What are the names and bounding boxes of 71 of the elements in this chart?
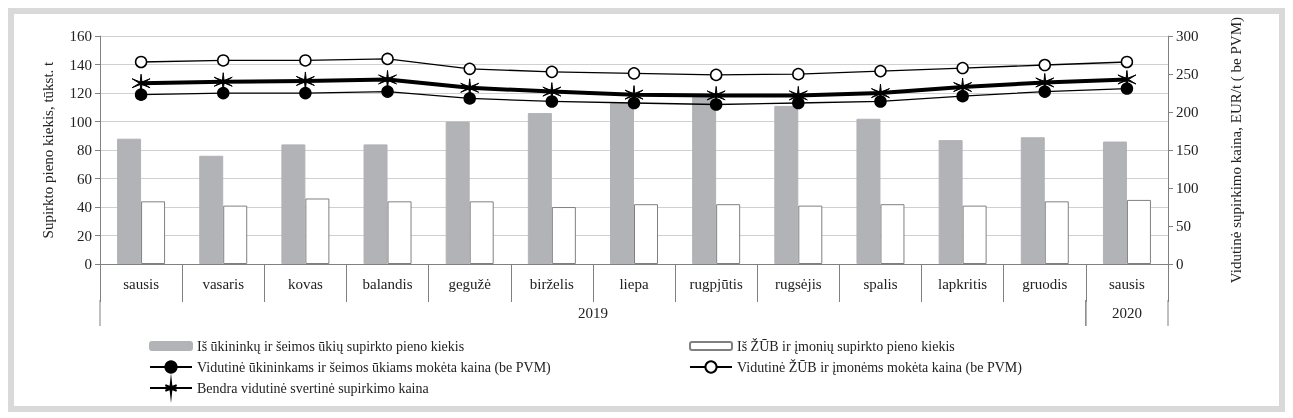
bar xyxy=(117,138,142,264)
point xyxy=(381,52,394,66)
x-tick-label: rugpjūtis xyxy=(689,275,743,292)
x-tick-label: vasaris xyxy=(202,275,245,292)
x-tick-label: liepa xyxy=(619,275,649,292)
point xyxy=(1038,58,1052,72)
bar xyxy=(445,121,470,264)
point xyxy=(131,73,151,93)
bar xyxy=(1102,141,1127,264)
y-tick-label: 20 xyxy=(77,227,92,244)
point xyxy=(134,55,148,69)
x-tick-label: sausis xyxy=(1109,275,1145,292)
x-tick-label: sausis xyxy=(123,275,160,292)
legend-label: Iš ŽŪB ir įmonių supirkto pieno kiekis xyxy=(737,337,955,354)
text: 2020 xyxy=(1111,305,1142,321)
point xyxy=(1120,55,1134,69)
bar xyxy=(527,113,552,264)
legend-label: Iš ūkininkų ir šeimos ūkių supirkto pieno kiekis xyxy=(197,338,465,354)
bar xyxy=(692,95,717,264)
x-tick-label: gruodis xyxy=(1022,275,1068,292)
y2-tick-label: 300 xyxy=(1176,28,1199,45)
x-tick-label: balandis xyxy=(362,275,413,292)
y2-tick-label: 100 xyxy=(1176,180,1199,197)
point xyxy=(299,54,312,67)
y-tick-label: 160 xyxy=(69,28,92,45)
x-tick-label: rugsėjis xyxy=(774,275,822,292)
point xyxy=(874,64,887,78)
point xyxy=(545,65,559,79)
point xyxy=(378,69,398,89)
legend-label: Vidutinė ūkininkams ir šeimos ūkiams mokėta kaina (be PVM) xyxy=(197,359,552,376)
point xyxy=(299,86,312,100)
point xyxy=(216,86,230,100)
y2-tick-label: 250 xyxy=(1176,66,1199,83)
x-tick-label: gegužė xyxy=(448,275,492,292)
text: 2019 xyxy=(577,305,608,321)
point xyxy=(381,85,394,98)
y2-tick-label: 0 xyxy=(1176,256,1184,272)
bar xyxy=(281,144,306,264)
bar xyxy=(1020,137,1045,264)
bar xyxy=(774,105,799,264)
bar xyxy=(363,144,388,264)
bar xyxy=(199,155,224,264)
point xyxy=(463,62,476,76)
point xyxy=(134,88,148,101)
bar xyxy=(856,118,881,264)
point xyxy=(956,61,969,75)
point xyxy=(463,92,476,105)
y2-tick-label: 50 xyxy=(1176,218,1191,235)
y2-axis-title: Vidutinė supirkimo kaina, EUR/t ( be PVM) xyxy=(1227,17,1245,284)
point xyxy=(709,68,723,82)
y-tick-label: 80 xyxy=(77,142,92,159)
point xyxy=(216,54,230,67)
point xyxy=(627,67,641,80)
y-axis-title: Supirkto pieno kiekis, tūkst. t xyxy=(39,60,56,239)
y2-tick-label: 150 xyxy=(1176,142,1199,159)
x-tick-label: spalis xyxy=(863,275,898,292)
y-tick-label: 140 xyxy=(69,56,92,73)
y-tick-label: 0 xyxy=(84,256,92,272)
legend-label: Vidutinė ŽŪB ir įmonėms mokėta kaina (be PVM) xyxy=(737,358,1023,376)
legend-label: Bendra vidutinė svertinė supirkimo kaina xyxy=(197,380,430,396)
x-tick-label: kovas xyxy=(287,275,324,292)
bar xyxy=(938,140,963,264)
y-tick-label: 60 xyxy=(77,170,92,187)
y-tick-label: 100 xyxy=(69,113,92,130)
bar xyxy=(610,103,634,264)
x-tick-label: lapkritis xyxy=(938,275,988,292)
x-tick-label: birželis xyxy=(529,275,575,292)
y2-tick-label: 200 xyxy=(1176,104,1199,121)
y-tick-label: 120 xyxy=(69,85,92,102)
point xyxy=(792,67,805,81)
y-tick-label: 40 xyxy=(77,199,92,216)
